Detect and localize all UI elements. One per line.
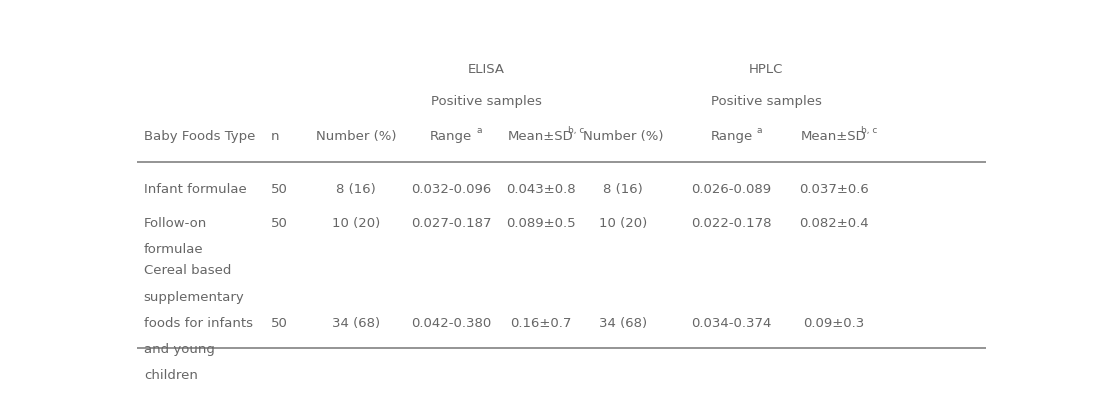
Text: 0.042-0.380: 0.042-0.380 bbox=[411, 317, 491, 330]
Text: and young: and young bbox=[144, 343, 215, 356]
Text: a: a bbox=[477, 126, 482, 135]
Text: 0.16±0.7: 0.16±0.7 bbox=[510, 317, 571, 330]
Text: 0.089±0.5: 0.089±0.5 bbox=[505, 217, 575, 230]
Text: 34 (68): 34 (68) bbox=[332, 317, 380, 330]
Text: b, c: b, c bbox=[568, 126, 584, 135]
Text: Infant formulae: Infant formulae bbox=[144, 183, 247, 196]
Text: 50: 50 bbox=[271, 317, 288, 330]
Text: ELISA: ELISA bbox=[468, 63, 505, 76]
Text: b, c: b, c bbox=[861, 126, 878, 135]
Text: Positive samples: Positive samples bbox=[431, 95, 541, 108]
Text: HPLC: HPLC bbox=[750, 63, 784, 76]
Text: 34 (68): 34 (68) bbox=[598, 317, 647, 330]
Text: n: n bbox=[271, 130, 279, 144]
Text: 0.043±0.8: 0.043±0.8 bbox=[505, 183, 575, 196]
Text: Follow-on: Follow-on bbox=[144, 217, 207, 230]
Text: Range: Range bbox=[710, 130, 753, 144]
Text: foods for infants: foods for infants bbox=[144, 317, 253, 330]
Text: 0.09±0.3: 0.09±0.3 bbox=[803, 317, 864, 330]
Text: 50: 50 bbox=[271, 183, 288, 196]
Text: 0.026-0.089: 0.026-0.089 bbox=[692, 183, 772, 196]
Text: 0.037±0.6: 0.037±0.6 bbox=[799, 183, 868, 196]
Text: Number (%): Number (%) bbox=[583, 130, 663, 144]
Text: 8 (16): 8 (16) bbox=[603, 183, 642, 196]
Text: Baby Foods Type: Baby Foods Type bbox=[144, 130, 255, 144]
Text: 0.082±0.4: 0.082±0.4 bbox=[799, 217, 868, 230]
Text: Cereal based: Cereal based bbox=[144, 264, 231, 277]
Text: Positive samples: Positive samples bbox=[711, 95, 822, 108]
Text: Mean±SD: Mean±SD bbox=[801, 130, 866, 144]
Text: 8 (16): 8 (16) bbox=[336, 183, 376, 196]
Text: a: a bbox=[757, 126, 763, 135]
Text: children: children bbox=[144, 369, 197, 382]
Text: Mean±SD: Mean±SD bbox=[507, 130, 573, 144]
Text: 0.034-0.374: 0.034-0.374 bbox=[692, 317, 772, 330]
Text: 0.032-0.096: 0.032-0.096 bbox=[411, 183, 491, 196]
Text: 10 (20): 10 (20) bbox=[598, 217, 647, 230]
Text: Number (%): Number (%) bbox=[316, 130, 397, 144]
Text: 10 (20): 10 (20) bbox=[332, 217, 380, 230]
Text: 0.022-0.178: 0.022-0.178 bbox=[692, 217, 772, 230]
Text: 0.027-0.187: 0.027-0.187 bbox=[411, 217, 491, 230]
Text: supplementary: supplementary bbox=[144, 290, 244, 304]
Text: 50: 50 bbox=[271, 217, 288, 230]
Text: Range: Range bbox=[430, 130, 472, 144]
Text: formulae: formulae bbox=[144, 243, 204, 256]
